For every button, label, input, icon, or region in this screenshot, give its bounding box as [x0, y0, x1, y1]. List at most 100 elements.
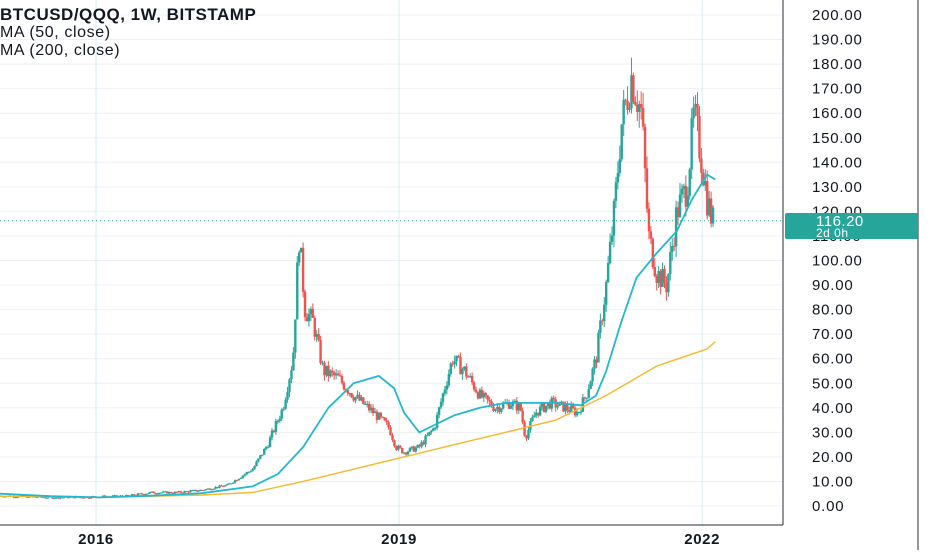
candle-body [356, 394, 359, 398]
bar-countdown: 2d 0h [816, 226, 849, 240]
candle-body [597, 332, 600, 363]
candle-body [620, 124, 623, 160]
y-tick-label: 150.00 [812, 130, 863, 147]
candle-body [331, 370, 334, 373]
candle-body [704, 181, 707, 186]
candle-body [641, 107, 645, 127]
candle-body [202, 490, 206, 492]
candle-body [688, 169, 691, 196]
candle-body [241, 475, 245, 478]
candle-body [461, 369, 464, 375]
candle-body [270, 430, 274, 438]
candle-body [577, 411, 581, 413]
candle-body [259, 455, 262, 459]
candle-body [494, 409, 497, 411]
candle-body [239, 477, 243, 479]
candle-body [556, 405, 559, 408]
candle-body [286, 391, 289, 400]
candle-body [165, 491, 169, 494]
candle-body [665, 282, 668, 293]
candle-body [373, 411, 377, 414]
candle-body [663, 268, 666, 283]
candle-body [175, 491, 179, 493]
candle-body [195, 489, 198, 492]
candle-body [639, 104, 643, 108]
candle-body [455, 355, 458, 362]
chart-legend: BTCUSD/QQQ, 1W, BITSTAMP MA (50, close) … [0, 6, 256, 60]
symbol-title[interactable]: BTCUSD/QQQ, 1W, BITSTAMP [0, 5, 257, 24]
candle-body [447, 374, 451, 386]
candle-body [371, 407, 375, 414]
candle-body [430, 430, 433, 432]
candle-body [406, 451, 410, 455]
candle-body [523, 422, 526, 436]
candle-body [643, 126, 647, 169]
candle-body [292, 352, 295, 371]
candle-body [389, 427, 392, 436]
candle-body [441, 393, 445, 402]
candle-body [702, 172, 705, 186]
candle-body [568, 410, 571, 412]
candle-body [657, 270, 660, 283]
candle-body [152, 491, 155, 494]
candle-body [369, 407, 373, 411]
candle-body [420, 442, 423, 447]
candle-body [226, 484, 229, 486]
candle-body [113, 495, 116, 497]
candle-body [220, 485, 223, 487]
y-tick-label: 30.00 [812, 424, 854, 441]
candle-body [630, 75, 633, 109]
ma200-label[interactable]: MA (200, close) [0, 42, 121, 59]
candle-body [41, 497, 44, 499]
candle-body [210, 489, 213, 491]
candle-body [375, 411, 379, 420]
candle-body [538, 406, 542, 416]
candle-body [542, 403, 546, 412]
candle-body [315, 334, 318, 337]
candle-body [488, 399, 491, 402]
x-tick-label: 2019 [381, 531, 417, 548]
last-price-badge: 116.20 2d 0h [785, 213, 918, 240]
candle-body [451, 363, 454, 365]
candle-body [59, 497, 62, 499]
candle-body [301, 247, 305, 292]
candle-body [513, 400, 517, 402]
candle-body [552, 397, 555, 400]
candle-body [632, 75, 635, 103]
y-tick-label: 20.00 [812, 449, 854, 466]
candle-body [309, 308, 313, 315]
candle-body [647, 208, 651, 232]
candle-body [299, 247, 303, 253]
candle-body [193, 489, 196, 491]
candle-body [649, 231, 653, 239]
candle-body [589, 381, 592, 390]
candle-body [163, 491, 167, 493]
candle-body [502, 403, 505, 409]
candle-body [296, 262, 299, 320]
candle-body [140, 493, 144, 495]
y-tick-label: 70.00 [812, 326, 854, 343]
candle-body [253, 466, 256, 470]
candle-body [57, 496, 60, 499]
candle-body [261, 454, 264, 456]
candle-body [332, 372, 336, 376]
candle-body [416, 444, 419, 448]
candle-body [480, 389, 484, 398]
candle-body [208, 488, 212, 490]
candle-body [694, 103, 697, 108]
candle-body [476, 392, 480, 399]
candle-body [218, 485, 221, 488]
y-tick-label: 80.00 [812, 302, 854, 319]
candle-body [428, 431, 431, 436]
x-tick-label: 2016 [78, 531, 114, 548]
candle-body [400, 447, 404, 454]
candle-body [519, 403, 522, 411]
y-tick-label: 170.00 [812, 81, 863, 98]
candle-body [614, 182, 618, 201]
candle-body [235, 480, 239, 482]
ma50-label[interactable]: MA (50, close) [0, 24, 111, 41]
candle-body [610, 235, 614, 242]
candle-body [616, 173, 620, 183]
